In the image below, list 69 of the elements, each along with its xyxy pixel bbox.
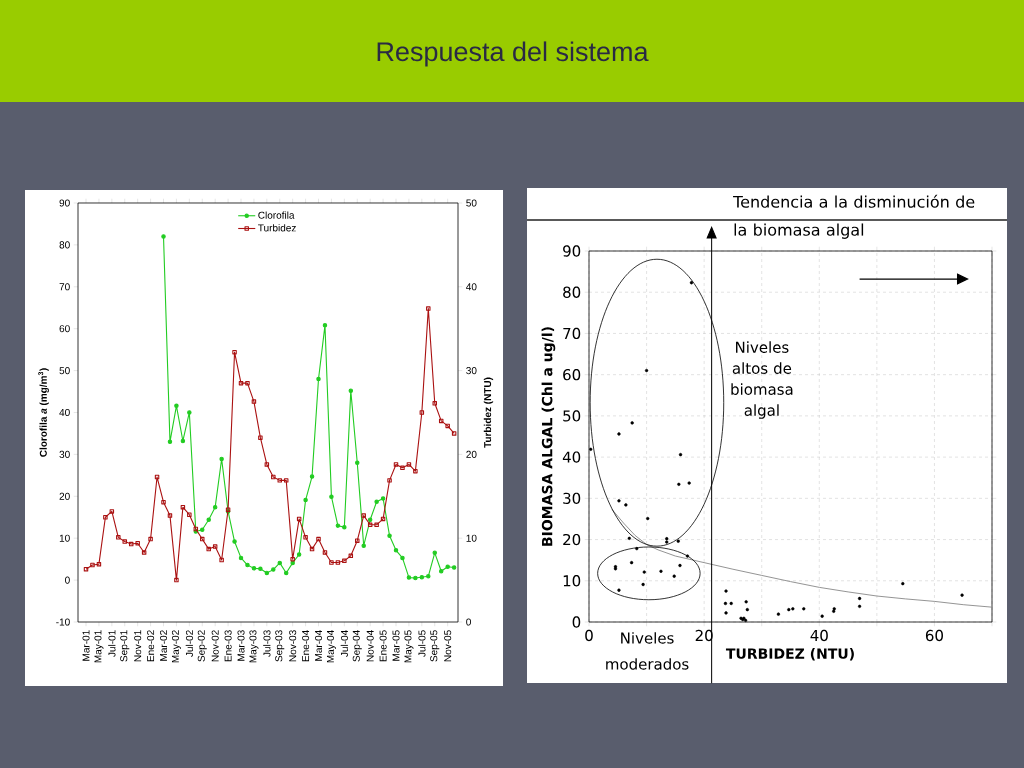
y2-tick-label: 20 — [466, 450, 477, 458]
x-tick-label: Mar-02 — [159, 630, 168, 661]
y2-tick-label: 30 — [466, 367, 477, 375]
x-tick-label: Jul-03 — [263, 630, 271, 657]
x-tick-label: Mar-03 — [237, 630, 245, 661]
x-tick-label: Sep-03 — [275, 630, 285, 662]
y-tick-label: 10 — [563, 575, 581, 587]
y-tick-label: 30 — [563, 492, 581, 505]
x-tick-label: Mar-05 — [392, 630, 400, 661]
x-tick-label: Ene-04 — [302, 630, 310, 662]
y-tick-label: 60 — [563, 368, 581, 381]
x-tick-label: Ene-02 — [147, 630, 155, 662]
y2-tick-label: 50 — [466, 199, 477, 207]
y2-tick-label: 10 — [466, 534, 477, 542]
x-tick-label: Ene-03 — [224, 630, 232, 662]
x-tick-label: Sep-05 — [430, 630, 440, 662]
y-tick-label: 80 — [59, 241, 70, 249]
x-tick-label: Nov-04 — [366, 630, 374, 662]
y-tick-label: 10 — [59, 534, 70, 542]
y-tick-label: 30 — [59, 450, 70, 458]
x-tick-label: Jul-01 — [108, 630, 116, 657]
x-tick-label: May-05 — [404, 630, 414, 663]
legend-label: Turbidez — [258, 224, 296, 232]
y2-tick-label: 0 — [466, 618, 471, 626]
y-tick-label: 70 — [563, 327, 581, 340]
y-tick-label: 50 — [59, 367, 70, 375]
y-tick-label: 40 — [59, 408, 70, 417]
y-tick-label: 0 — [65, 576, 70, 584]
x-tick-label: Nov-05 — [444, 630, 452, 662]
x-tick-label: May-02 — [171, 630, 181, 663]
y-tick-label: 40 — [562, 451, 581, 463]
x-tick-label: Mar-01 — [82, 630, 90, 661]
y2-tick-label: 40 — [466, 283, 477, 291]
x-tick-label: Mar-04 — [314, 630, 323, 661]
x-tick-label: 40 — [810, 629, 828, 642]
y-tick-label: 60 — [59, 325, 70, 333]
x-tick-label: May-01 — [94, 630, 104, 663]
x-tick-label: Sep-02 — [197, 630, 207, 662]
x-tick-label: Nov-01 — [134, 630, 142, 662]
x-tick-label: Sep-01 — [120, 630, 130, 662]
text: Niveles moderados — [606, 632, 689, 670]
y-tick-label: 20 — [563, 533, 581, 546]
x-tick-label: Nov-02 — [211, 630, 219, 662]
y-tick-label: 80 — [563, 286, 581, 298]
text: Tendencia a la disminución de la biomasa algal — [733, 194, 975, 239]
y2-axis-title: Turbidez (NTU) — [483, 377, 494, 448]
annotation: Niveles altos de biomasa algal — [731, 341, 793, 419]
x-tick-label: May-04 — [326, 630, 336, 663]
x-tick-label: Ene-05 — [379, 630, 387, 662]
x-tick-label: May-03 — [249, 630, 259, 663]
y-tick-label: 90 — [59, 199, 70, 207]
x-tick-label: Nov-03 — [289, 630, 297, 662]
y-axis-title: Clorofila a (mg/m$^{3}$) — [38, 368, 49, 457]
y-axis-title: BIOMASA ALGAL (Chl a ug/l) — [541, 327, 556, 546]
x-axis-title: TURBIDEZ (NTU) — [725, 648, 854, 661]
x-tick-label: 60 — [925, 629, 943, 642]
y-tick-label: 70 — [59, 283, 70, 291]
text: Respuesta del sistema — [377, 41, 649, 67]
legend-label: Clorofila — [258, 211, 295, 219]
y-tick-label: 20 — [59, 492, 70, 500]
y-tick-label: -10 — [56, 618, 70, 626]
x-tick-label: 0 — [585, 629, 593, 642]
x-tick-label: Jul-05 — [418, 630, 426, 657]
x-tick-label: Jul-04 — [340, 630, 349, 657]
x-tick-label: Jul-02 — [185, 630, 194, 657]
x-tick-label: Sep-04 — [352, 630, 362, 662]
y-tick-label: 0 — [572, 616, 581, 628]
y-tick-label: 90 — [563, 245, 581, 257]
y-tick-label: 50 — [563, 410, 581, 422]
